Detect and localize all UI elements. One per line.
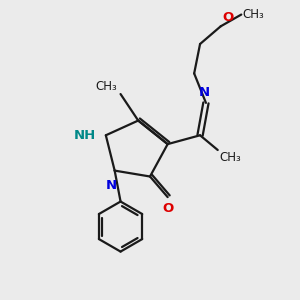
Text: N: N: [199, 86, 210, 99]
Text: O: O: [162, 202, 173, 214]
Text: CH₃: CH₃: [243, 8, 265, 21]
Text: O: O: [222, 11, 233, 24]
Text: NH: NH: [73, 129, 95, 142]
Text: N: N: [106, 179, 117, 192]
Text: CH₃: CH₃: [219, 152, 241, 164]
Text: CH₃: CH₃: [96, 80, 118, 93]
